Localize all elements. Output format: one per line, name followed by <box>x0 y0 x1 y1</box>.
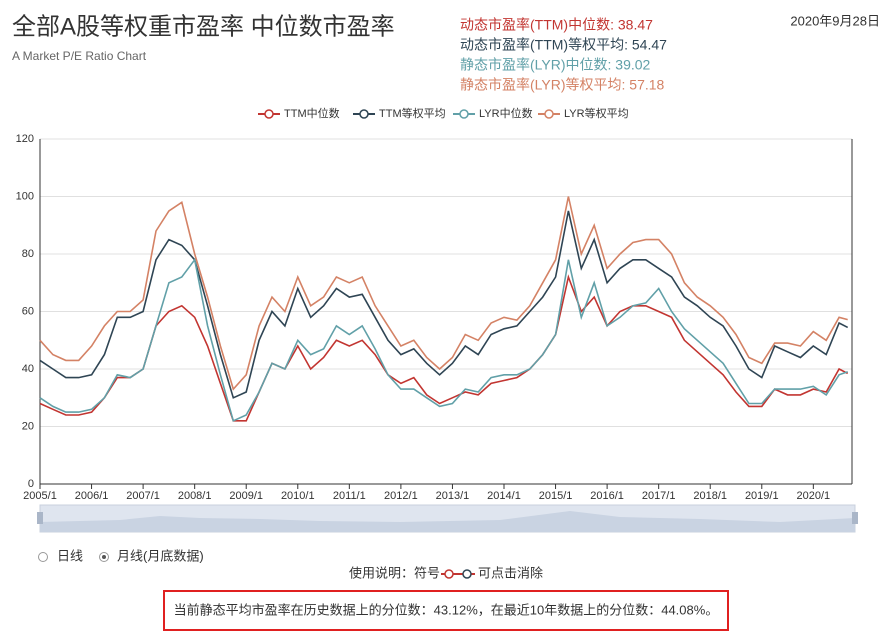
slider-handle[interactable] <box>852 512 858 524</box>
x-tick-label: 2010/1 <box>281 490 315 502</box>
x-tick-label: 2015/1 <box>539 490 573 502</box>
legend-label: LYR等权平均 <box>564 106 629 120</box>
slider-preview <box>40 511 855 532</box>
series-line <box>39 196 848 391</box>
legend-item[interactable]: TTM中位数 <box>258 106 340 120</box>
y-tick-label: 120 <box>16 133 34 145</box>
series-line <box>39 210 849 399</box>
x-tick-label: 2011/1 <box>333 490 366 502</box>
legend-label: TTM等权平均 <box>379 106 446 120</box>
x-tick-label: 2018/1 <box>693 490 727 502</box>
footer-note: 当前静态平均市盈率在历史数据上的分位数：43.12%，在最近10年数据上的分位数… <box>174 602 719 617</box>
legend-item[interactable]: LYR等权平均 <box>538 106 629 120</box>
x-tick-label: 2017/1 <box>642 490 676 502</box>
x-tick-label: 2007/1 <box>126 490 160 502</box>
legend-icon <box>264 109 274 119</box>
y-tick-label: 60 <box>22 305 34 317</box>
stat: 动态市盈率(TTM)等权平均: 54.47 <box>460 37 667 53</box>
x-tick-label: 2019/1 <box>745 490 779 502</box>
x-tick-label: 2014/1 <box>487 490 521 502</box>
stat: 动态市盈率(TTM)中位数: 38.47 <box>460 17 653 33</box>
y-tick-label: 40 <box>22 363 34 375</box>
stat: 静态市盈率(LYR)中位数: 39.02 <box>460 57 651 73</box>
y-tick-label: 0 <box>28 478 34 490</box>
title: 全部A股等权重市盈率 中位数市盈率 <box>12 13 395 40</box>
slider-handle[interactable] <box>37 512 43 524</box>
y-tick-label: 100 <box>16 190 34 202</box>
usage-icon <box>444 569 454 579</box>
highlight-box <box>163 590 729 631</box>
y-tick-label: 20 <box>22 420 34 432</box>
radio[interactable] <box>38 552 48 562</box>
legend-label: TTM中位数 <box>284 106 340 120</box>
x-tick-label: 2013/1 <box>436 490 470 502</box>
radio-dot <box>102 555 106 559</box>
legend-icon <box>359 109 369 119</box>
x-tick-label: 2008/1 <box>178 490 212 502</box>
usage-icon <box>462 569 472 579</box>
stat: 静态市盈率(LYR)等权平均: 57.18 <box>460 77 665 93</box>
usage-text: 可点击消除 <box>478 565 543 580</box>
legend-label: LYR中位数 <box>479 106 533 120</box>
x-tick-label: 2006/1 <box>75 490 109 502</box>
radio-label[interactable]: 月线(月底数据) <box>117 548 204 563</box>
usage-text: 使用说明：符号 <box>349 565 440 580</box>
legend-icon <box>544 109 554 119</box>
series-line <box>39 257 848 422</box>
legend-item[interactable]: LYR中位数 <box>453 106 533 120</box>
legend-icon <box>459 109 469 119</box>
x-tick-label: 2009/1 <box>229 490 263 502</box>
series-line <box>39 274 849 422</box>
y-tick-label: 80 <box>22 248 34 260</box>
radio-label[interactable]: 日线 <box>57 548 83 563</box>
subtitle: A Market P/E Ratio Chart <box>12 49 147 63</box>
x-tick-label: 2016/1 <box>590 490 624 502</box>
x-tick-label: 2020/1 <box>797 490 831 502</box>
x-tick-label: 2005/1 <box>23 490 57 502</box>
legend-item[interactable]: TTM等权平均 <box>353 106 446 120</box>
date: 2020年9月28日 <box>790 13 880 28</box>
x-tick-label: 2012/1 <box>384 490 418 502</box>
